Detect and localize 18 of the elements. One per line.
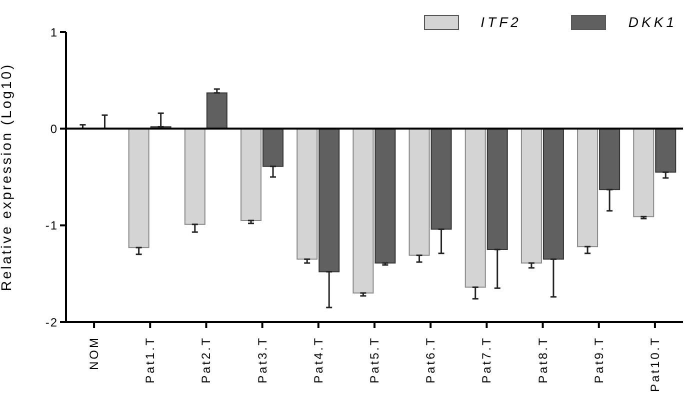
legend-label: DKK1 bbox=[628, 14, 677, 30]
x-tick-label: Pat2.T bbox=[199, 336, 214, 384]
x-tick-label: Pat5.T bbox=[368, 336, 382, 384]
x-tick-label: Pat4.T bbox=[311, 336, 326, 384]
legend-label: ITF2 bbox=[480, 14, 522, 30]
x-tick-label: Pat8.T bbox=[536, 336, 550, 384]
x-tick-label: Pat7.T bbox=[480, 336, 494, 384]
x-tick-label: Pat9.T bbox=[592, 336, 606, 384]
x-tick-label: Pat3.T bbox=[255, 336, 270, 384]
y-tick-label: -1 bbox=[45, 218, 58, 233]
x-tick-label: Pat1.T bbox=[143, 336, 158, 384]
y-axis-title: Relative expression (Log10) bbox=[0, 62, 14, 292]
x-tick-label: Pat6.T bbox=[424, 336, 438, 384]
y-tick-label: 1 bbox=[50, 25, 58, 40]
y-tick-label: 0 bbox=[50, 122, 58, 136]
x-tick-label: Pat10.T bbox=[648, 336, 662, 392]
y-tick-label: -2 bbox=[45, 315, 58, 330]
x-tick-label: NOM bbox=[87, 336, 102, 370]
